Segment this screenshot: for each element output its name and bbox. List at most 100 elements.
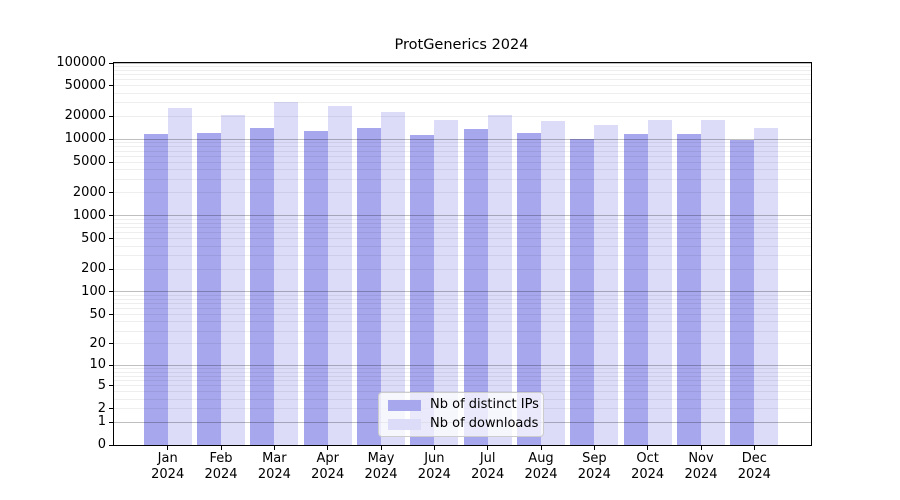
gridline-minor [114,255,811,257]
x-tick-label: Jan 2024 [138,451,198,482]
gridline-minor [114,371,811,373]
x-tick-year: 2024 [257,466,291,482]
gridline-major [114,291,811,293]
x-tick [167,445,169,450]
legend-item-distinct-ips: Nb of distinct IPs [388,397,543,413]
legend-item-downloads: Nb of downloads [388,416,543,432]
gridline-minor [114,69,811,71]
gridline-minor [114,150,811,152]
bar-distinct-ips-mar [250,128,275,445]
y-tick-label: 5 [97,377,106,393]
x-tick-year: 2024 [524,466,558,482]
gridline-minor [114,298,811,300]
gridline-minor [114,308,811,310]
x-tick-month: Jul [479,451,496,466]
x-tick [753,445,755,450]
x-tick-year: 2024 [364,466,398,482]
gridline-minor [114,169,811,171]
legend-label-downloads: Nb of downloads [430,416,539,431]
gridline-minor [114,245,811,247]
x-tick-label: May 2024 [351,451,411,482]
x-tick-month: May [367,451,395,466]
x-tick [487,445,489,450]
x-tick-year: 2024 [417,466,451,482]
y-tick [109,215,114,217]
x-tick-month: Oct [636,451,659,466]
x-tick-year: 2024 [311,466,345,482]
bar-downloads-nov [701,120,725,445]
bar-downloads-jul [487,115,512,445]
gridline-minor [114,92,811,94]
gridline-minor [114,379,811,381]
bar-downloads-jun [434,119,459,445]
bar-distinct-ips-jan [143,133,168,445]
y-tick [109,291,114,293]
x-tick-label: Mar 2024 [244,451,304,482]
y-tick [109,85,114,87]
y-tick-label: 1 [97,414,106,429]
x-tick-year: 2024 [204,466,238,482]
bar-distinct-ips-oct [623,133,648,445]
gridline-major [114,138,811,140]
gridline-minor [114,65,811,67]
x-tick-month: Dec [741,451,767,466]
y-tick [109,161,114,163]
y-tick [109,238,114,240]
y-tick-label: 50 [89,306,106,322]
bar-downloads-oct [647,120,672,445]
x-tick-month: Sep [582,451,607,466]
y-tick [109,62,114,64]
y-tick-label: 0 [97,437,106,452]
x-tick-year: 2024 [577,466,611,482]
x-tick-month: Jun [424,451,445,466]
gridline-minor [114,222,811,224]
gridline-minor [114,218,811,220]
bar-downloads-jan [167,107,192,445]
y-tick-label: 2 [97,400,106,416]
y-tick-label: 200 [81,261,106,277]
gridline-major [114,62,811,64]
y-tick-label: 2000 [72,184,106,200]
gridline-minor [114,161,811,163]
gridline-minor [114,314,811,316]
y-tick [109,385,114,387]
legend-label-distinct-ips: Nb of distinct IPs [430,397,539,412]
y-tick [109,314,114,316]
legend-swatch-downloads [388,418,421,430]
y-tick [109,421,114,423]
gridline-minor [114,74,811,76]
x-tick-year: 2024 [631,466,665,482]
bar-distinct-ips-apr [303,130,328,445]
x-tick-label: Feb 2024 [191,451,251,482]
y-tick-label: 20 [89,335,106,351]
gridline-minor [114,79,811,81]
gridline-minor [114,294,811,296]
x-tick [540,445,542,450]
bar-distinct-ips-sep [570,138,595,445]
x-tick-label: Apr 2024 [298,451,358,482]
gridline-minor [114,178,811,180]
x-tick-label: Dec 2024 [724,451,784,482]
gridline-minor [114,330,811,332]
x-tick-month: Apr [316,451,339,466]
y-tick [109,192,114,194]
x-tick [593,445,595,450]
gridline-minor [114,142,811,144]
bar-downloads-dec [754,127,779,445]
plot-area: 0 1 2 5 10 20 50 100 200 500 1000 2000 5000 10000 2000… [56,55,812,482]
x-tick [220,445,222,450]
x-tick-month: Feb [209,451,233,466]
y-tick-label: 100 [81,283,106,299]
gridline-minor [114,232,811,234]
bar-distinct-ips-dec [730,140,755,445]
bar-downloads-may [381,112,406,445]
chart-title: ProtGenerics 2024 [394,37,529,53]
y-tick [109,268,114,270]
x-tick [380,445,382,450]
y-tick [109,138,114,140]
gridline-minor [114,227,811,229]
bar-distinct-ips-feb [197,132,222,445]
y-tick-label: 100000 [56,55,106,70]
x-tick-label: Sep 2024 [564,451,624,482]
gridline-minor [114,268,811,270]
